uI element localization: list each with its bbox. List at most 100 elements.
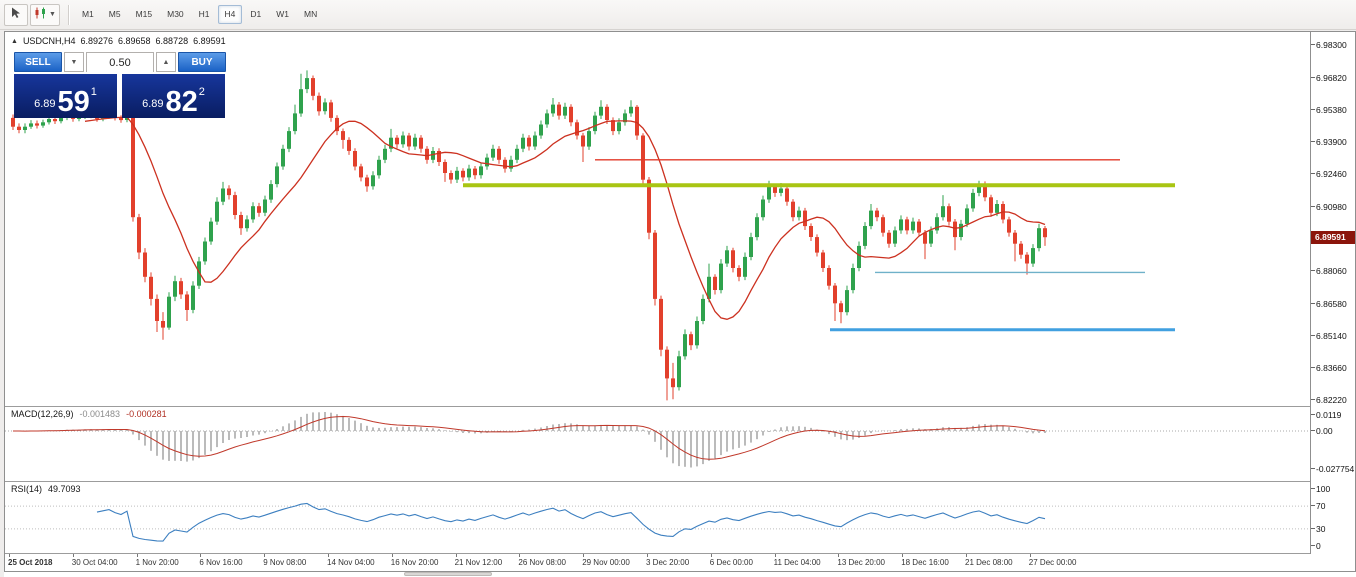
buy-price-sup: 2 [198,86,205,98]
timeframe-button-W1[interactable]: W1 [276,9,290,20]
price-axis-label: 6.93900 [1311,137,1347,148]
axis-border [1310,32,1311,554]
time-axis-label: 21 Dec 08:00 [965,558,1013,567]
price-axis-label: 6.85140 [1311,330,1347,341]
time-axis-label: 30 Oct 04:00 [71,558,118,567]
timeframe-button-M5[interactable]: M5 [108,9,121,20]
timeframe-button-MN[interactable]: MN [304,9,318,20]
volume-input[interactable] [87,54,153,72]
time-axis-tick [1029,554,1031,557]
volume-up-button[interactable]: ▲ [156,52,176,72]
timeframe-button-H4[interactable]: H4 [217,5,243,24]
time-axis-label: 13 Dec 20:00 [837,558,885,567]
main-chart-canvas[interactable] [5,32,1310,406]
price-axis-label: 6.95380 [1311,104,1347,115]
volume-field-wrap [86,52,154,72]
panel-separator[interactable] [5,406,1355,407]
macd-value-1: -0.001483 [79,409,121,419]
time-axis-label: 6 Dec 00:00 [709,558,753,567]
time-axis[interactable]: 25 Oct 2018 30 Oct 04:00 1 Nov 20:00 6 Nov … [5,554,1310,570]
time-axis-tick [583,554,585,557]
horizontal-scrollbar-thumb[interactable] [404,572,492,576]
symbol-label: USDCNH,H4 [22,36,76,46]
chevron-up-icon: ▲ [162,58,170,66]
macd-axis-label: -0.027754 [1310,463,1355,474]
time-axis-label: 1 Nov 20:00 [135,558,179,567]
macd-axis-label: 0.0119 [1310,409,1342,420]
volume-options-button[interactable]: ▼ [64,52,84,72]
macd-canvas[interactable] [5,407,1310,481]
rsi-name: RSI(14) [11,484,43,494]
price-axis[interactable]: 6.98300 6.96820 6.95380 6.93900 6.92460 6.909… [1310,32,1355,554]
macd-value-2: -0.000281 [126,409,167,419]
macd-axis-label: 0.00 [1311,426,1333,436]
price-axis-label: 6.98300 [1311,40,1347,50]
timeframe-toolbar: M1 M5 M15 M30 H1 H4 D1 W1 MN [75,5,325,24]
current-price-badge: 6.89591 [1311,230,1355,244]
symbol-ohlc-header: ▲ USDCNH,H4 6.89276 6.89658 6.88728 6.89… [11,36,226,46]
chart-window: 25 Oct 2018 30 Oct 04:00 1 Nov 20:00 6 Nov … [4,31,1356,572]
price-axis-label: 6.90980 [1311,201,1347,212]
rsi-indicator-label: RSI(14) 49.7093 [11,484,81,494]
sell-price-sup: 1 [90,86,97,98]
time-axis-tick [647,554,648,557]
price-axis-label: 6.92460 [1311,168,1347,179]
sell-button[interactable]: SELL [14,52,62,72]
rsi-axis-label: 0 [1311,541,1321,551]
buy-price-small: 6.89 [142,98,164,110]
time-axis-label: 9 Nov 08:00 [263,558,307,567]
timeframe-button-M30[interactable]: M30 [167,9,184,20]
time-axis-label: 18 Dec 16:00 [901,558,949,567]
time-axis-tick [200,554,202,557]
rsi-value: 49.7093 [48,484,81,494]
time-axis-tick [136,554,138,557]
time-axis-label: 25 Oct 2018 [8,558,53,567]
toolbar-separator [67,4,69,25]
axis-separator [5,553,1355,554]
cursor-tool-button[interactable] [4,3,28,26]
time-axis-label: 11 Dec 04:00 [773,558,821,567]
time-axis-tick [838,554,840,557]
time-axis-label: 27 Dec 00:00 [1028,558,1077,567]
timeframe-button-M1[interactable]: M1 [81,9,94,20]
panel-separator[interactable] [5,481,1355,482]
time-axis-tick [902,554,904,557]
macd-indicator-label: MACD(12,26,9) -0.001483 -0.000281 [11,409,167,419]
time-axis-tick [519,554,521,557]
time-axis-tick [774,554,776,557]
buy-button[interactable]: BUY [178,52,226,72]
timeframe-button-H1[interactable]: H1 [198,9,210,20]
rsi-axis-label: 30 [1310,523,1326,534]
price-axis-label: 6.88060 [1311,266,1347,277]
sell-price-big: 59 [57,86,90,119]
time-axis-tick [391,554,393,557]
time-axis-label: 26 Nov 08:00 [518,558,566,567]
rsi-axis-label: 70 [1310,501,1326,512]
chart-header-arrow-icon: ▲ [11,37,18,45]
chevron-down-icon: ▼ [49,11,56,18]
sell-price-display[interactable]: 6.89 59 1 [14,74,117,118]
time-axis-tick [455,554,457,557]
timeframe-button-M15[interactable]: M15 [135,9,153,20]
rsi-canvas[interactable] [5,482,1310,553]
price-axis-label: 6.86580 [1311,298,1347,309]
candlestick-icon [34,6,47,24]
ohlc-open: 6.89276 [80,36,113,46]
rsi-axis-label: 100 [1310,484,1331,494]
time-axis-label: 21 Nov 12:00 [454,558,503,567]
price-axis-label: 6.83660 [1311,363,1347,374]
chart-style-button[interactable]: ▼ [30,3,60,26]
timeframe-button-D1[interactable]: D1 [250,9,262,20]
ohlc-close: 6.89591 [193,36,226,46]
pointer-icon [11,6,21,24]
ohlc-high: 6.89658 [118,36,151,46]
buy-price-display[interactable]: 6.89 82 2 [122,74,225,118]
time-axis-tick [966,554,967,557]
time-axis-tick [264,554,266,557]
time-axis-tick [9,554,10,557]
time-axis-label: 6 Nov 16:00 [199,558,243,567]
price-axis-label: 6.96820 [1311,72,1347,83]
time-axis-tick [72,554,74,557]
time-axis-label: 16 Nov 20:00 [390,558,439,567]
ohlc-low: 6.88728 [155,36,189,46]
